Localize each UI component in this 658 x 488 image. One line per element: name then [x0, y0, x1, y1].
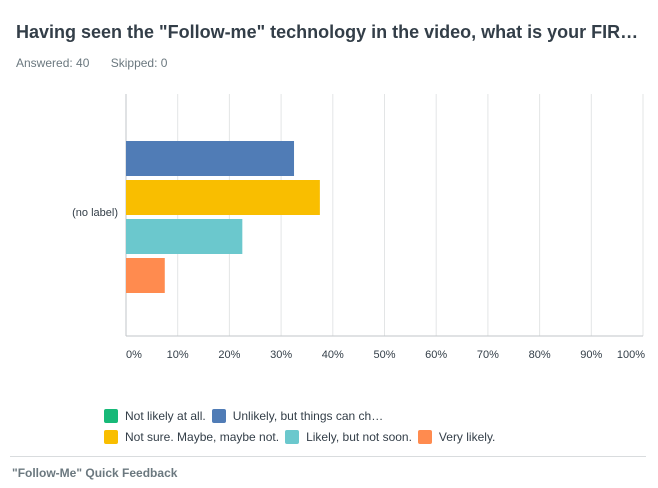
bar[interactable]	[126, 219, 243, 254]
legend-row: Not sure. Maybe, maybe not. Likely, but n…	[104, 429, 564, 445]
legend-label: Not likely at all.	[125, 409, 206, 423]
x-tick-label: 10%	[167, 349, 189, 361]
legend-item[interactable]: Not sure. Maybe, maybe not.	[104, 430, 279, 444]
legend-label: Likely, but not soon.	[306, 430, 412, 444]
bar-series	[126, 141, 320, 293]
legend-label: Very likely.	[438, 430, 496, 444]
response-stats: Answered: 40 Skipped: 0	[16, 56, 185, 70]
legend-label: Unlikely, but things can ch…	[232, 409, 384, 423]
survey-name: "Follow-Me" Quick Feedback	[12, 466, 178, 480]
legend-swatch	[417, 430, 432, 444]
legend-item[interactable]: Very likely.	[417, 430, 496, 444]
x-tick-label: 80%	[529, 349, 551, 361]
category-labels: (no label)	[72, 207, 118, 219]
question-title: Having seen the "Follow-me" technology i…	[16, 22, 639, 42]
legend-item[interactable]: Likely, but not soon.	[285, 430, 412, 444]
x-tick-label: 100%	[617, 349, 645, 361]
legend-swatch	[211, 409, 226, 423]
x-tick-label: 0%	[126, 349, 142, 361]
legend-label: Not sure. Maybe, maybe not.	[125, 430, 280, 444]
skipped-count: Skipped: 0	[110, 56, 168, 70]
legend-swatch	[285, 430, 300, 444]
bar[interactable]	[126, 141, 295, 176]
x-tick-label: 20%	[218, 349, 240, 361]
x-tick-label: 30%	[270, 349, 292, 361]
legend-swatch	[104, 430, 118, 444]
footer-divider	[10, 456, 646, 457]
category-label: (no label)	[72, 207, 118, 219]
legend-item[interactable]: Not likely at all.	[104, 409, 206, 423]
bar-chart: 0% 10% 20% 30% 40% 50% 60% 70% 80% 90% 100% (no la…	[72, 94, 645, 361]
legend-row: Not likely at all. Unlikely, but things c…	[104, 408, 564, 424]
bar[interactable]	[126, 258, 165, 293]
x-tick-label: 40%	[322, 349, 344, 361]
legend-swatch	[104, 409, 118, 423]
x-tick-label: 90%	[580, 349, 602, 361]
x-tick-label: 70%	[477, 349, 499, 361]
legend-item[interactable]: Unlikely, but things can ch…	[211, 409, 384, 423]
x-tick-label: 60%	[425, 349, 447, 361]
x-tick-label: 50%	[373, 349, 395, 361]
x-axis-ticks: 0% 10% 20% 30% 40% 50% 60% 70% 80% 90% 100%	[126, 349, 645, 361]
answered-count: Answered: 40	[16, 56, 90, 70]
chart-legend: Not likely at all. Unlikely, but things c…	[104, 408, 564, 450]
bar[interactable]	[126, 180, 320, 215]
